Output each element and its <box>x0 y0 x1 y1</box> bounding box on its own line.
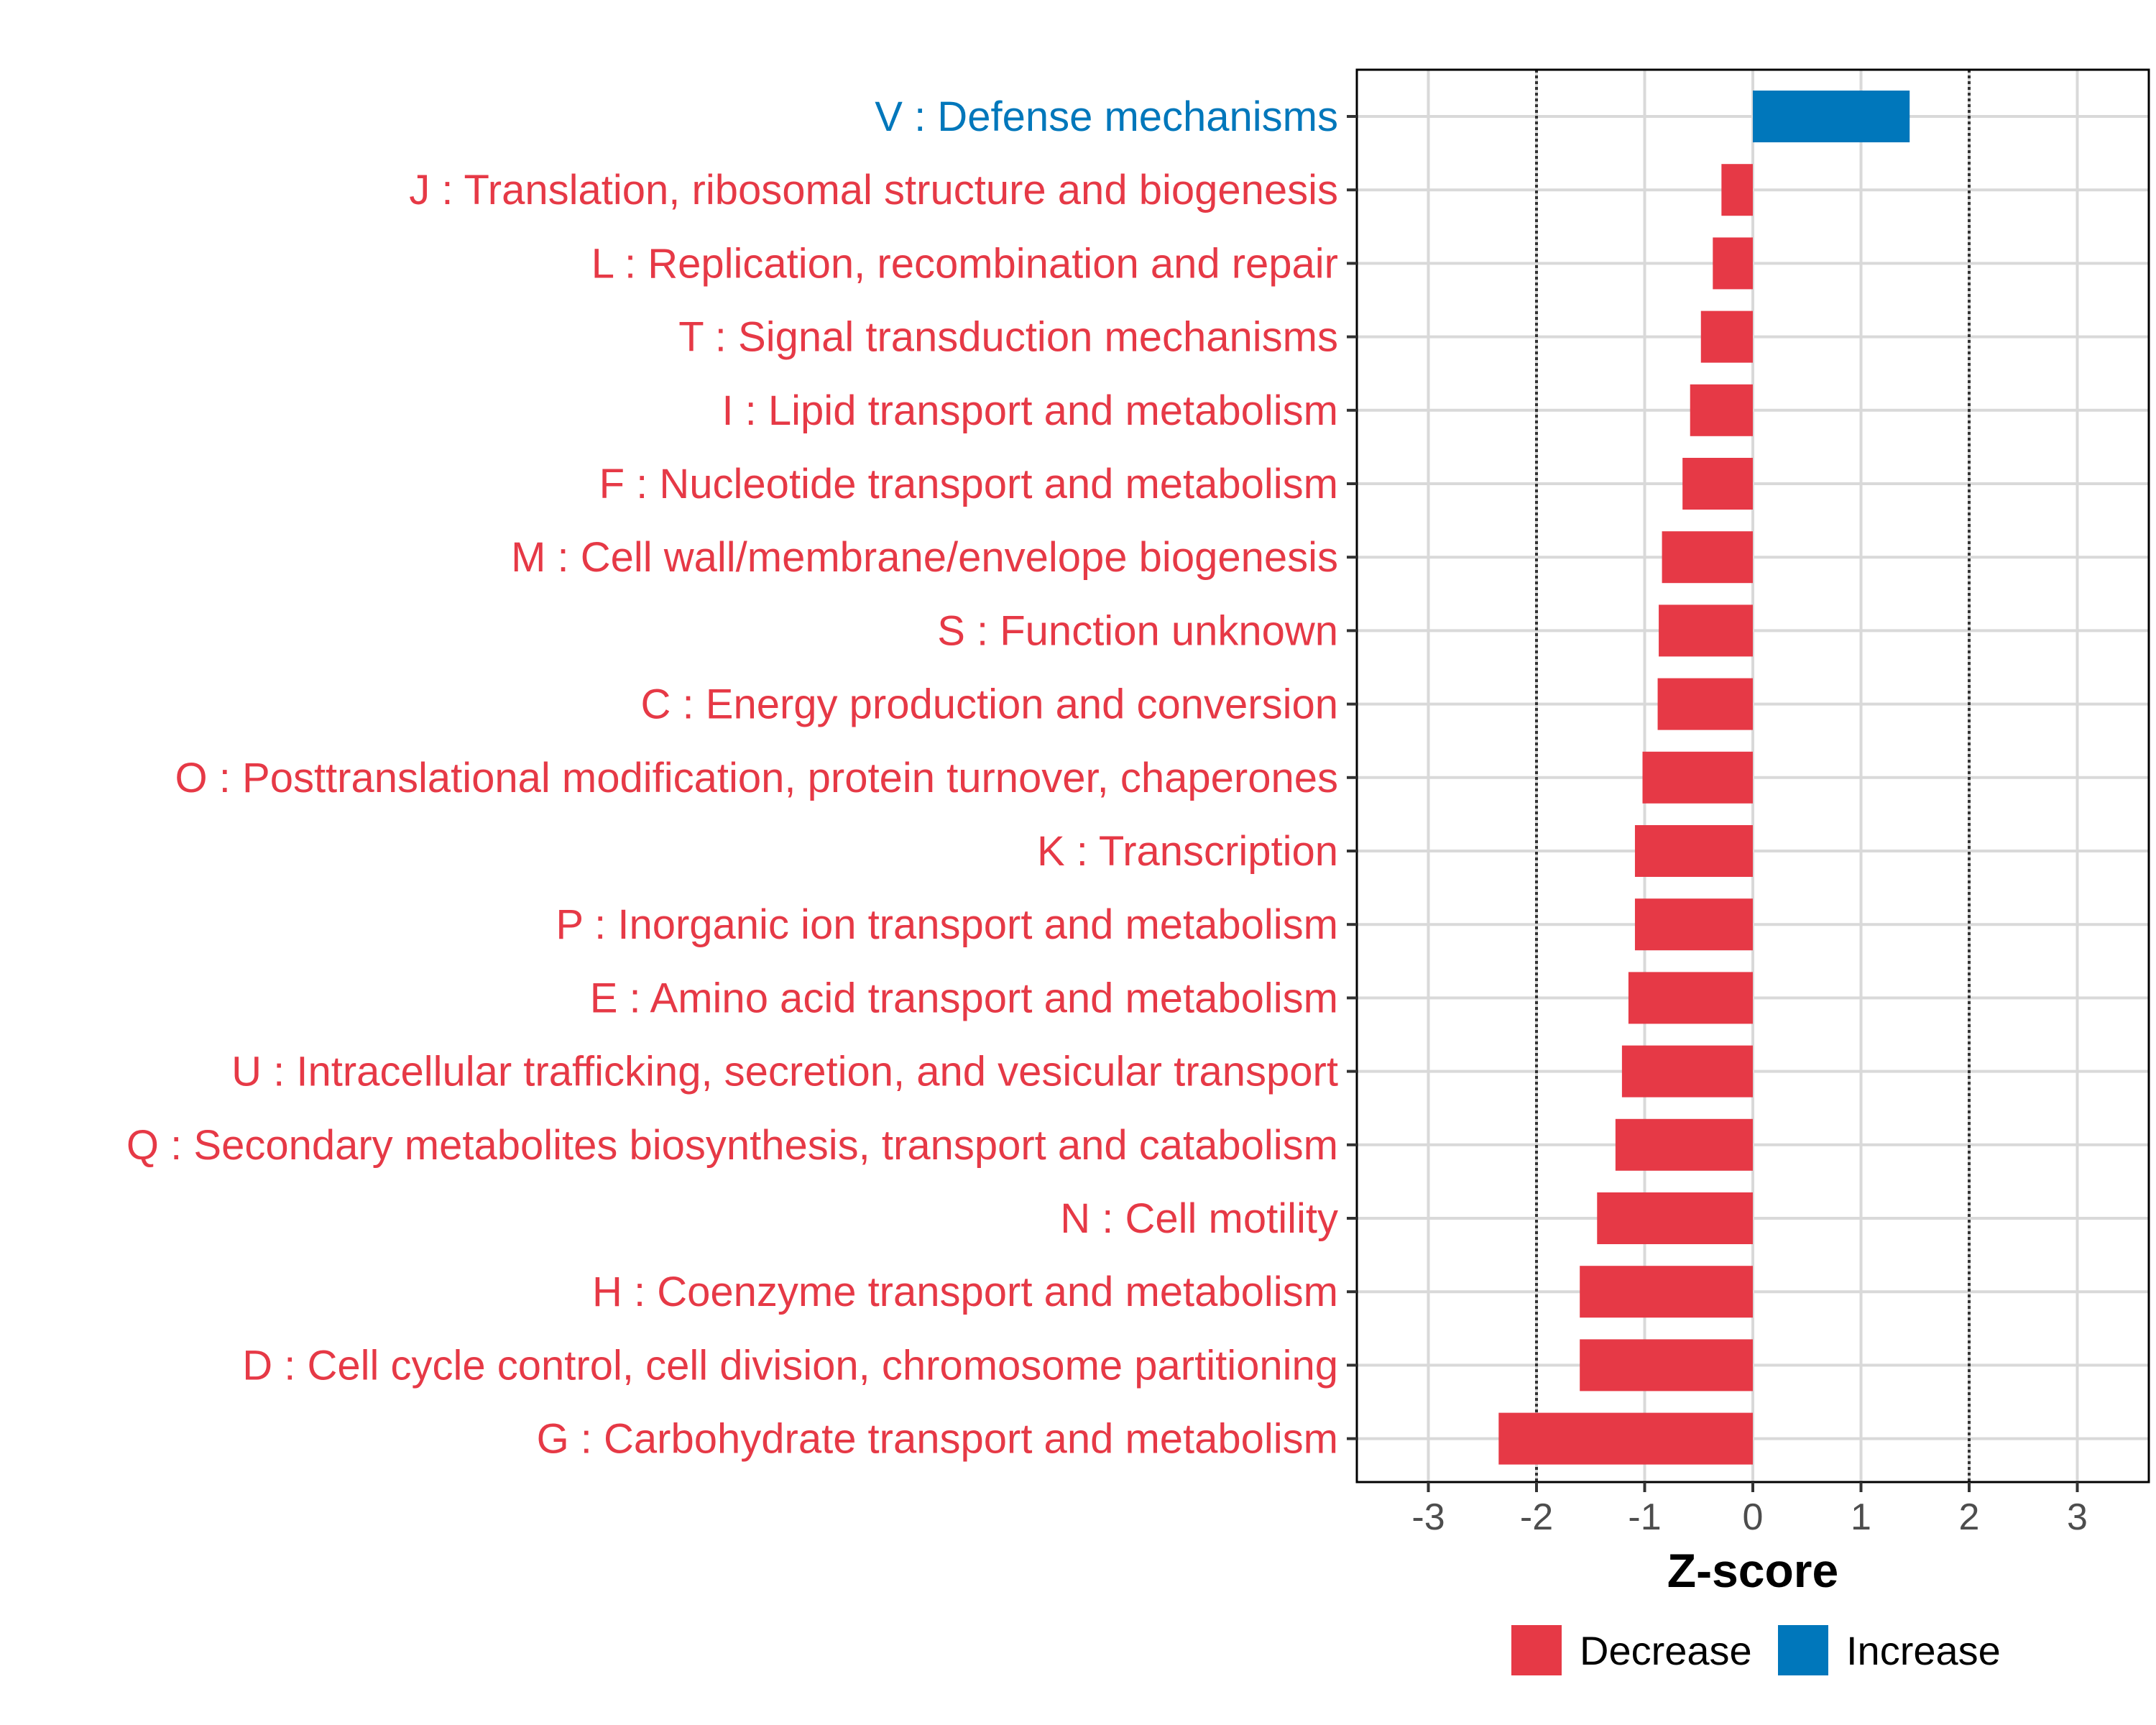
bar <box>1621 1045 1753 1098</box>
bar <box>1498 1412 1753 1465</box>
category-label: D : Cell cycle control, cell division, c… <box>242 1342 1338 1389</box>
legend-swatch <box>1778 1625 1828 1675</box>
category-label: C : Energy production and conversion <box>641 681 1338 728</box>
bar <box>1690 384 1753 436</box>
bar <box>1700 310 1753 363</box>
category-label: H : Coenzyme transport and metabolism <box>592 1269 1338 1315</box>
legend-label: Increase <box>1846 1628 2001 1673</box>
category-label: G : Carbohydrate transport and metabolis… <box>537 1416 1338 1463</box>
bar <box>1597 1192 1753 1244</box>
category-label: E : Amino acid transport and metabolism <box>590 975 1338 1021</box>
category-label: U : Intracellular trafficking, secretion… <box>231 1049 1338 1095</box>
x-tick-label: -3 <box>1411 1496 1445 1538</box>
category-label: O : Posttranslational modification, prot… <box>175 755 1338 801</box>
category-label: M : Cell wall/membrane/envelope biogenes… <box>511 534 1338 581</box>
category-label: P : Inorganic ion transport and metaboli… <box>556 901 1338 948</box>
x-tick-label: -1 <box>1628 1496 1661 1538</box>
category-label: I : Lipid transport and metabolism <box>722 387 1338 434</box>
category-labels: V : Defense mechanisms J : Translation, r… <box>126 93 1338 1463</box>
bar <box>1682 458 1753 510</box>
category-label: L : Replication, recombination and repai… <box>591 240 1338 287</box>
category-label: J : Translation, ribosomal structure and… <box>409 167 1338 213</box>
bar <box>1628 972 1753 1024</box>
category-label: V : Defense mechanisms <box>875 93 1338 140</box>
bar <box>1580 1266 1753 1318</box>
category-label: Q : Secondary metabolites biosynthesis, … <box>126 1122 1338 1169</box>
bars <box>1498 91 1910 1465</box>
bar <box>1657 678 1753 730</box>
x-tick-label: 0 <box>1743 1496 1764 1538</box>
category-label: F : Nucleotide transport and metabolism <box>599 461 1338 507</box>
bar <box>1713 237 1753 290</box>
axes: -3 -2 -1 0 1 2 3 <box>1347 68 2150 1538</box>
legend-swatch <box>1511 1625 1562 1675</box>
bar <box>1662 531 1753 584</box>
bar <box>1721 164 1753 216</box>
bar <box>1634 825 1753 877</box>
legend: Decrease Increase <box>1511 1625 2001 1675</box>
legend-label: Decrease <box>1580 1628 1752 1673</box>
x-tick-label: 3 <box>2067 1496 2088 1538</box>
bar <box>1634 898 1753 951</box>
x-axis-title: Z-score <box>1667 1544 1838 1597</box>
bar <box>1642 751 1753 804</box>
category-label: S : Function unknown <box>937 607 1338 654</box>
category-label: N : Cell motility <box>1060 1195 1338 1242</box>
bar <box>1580 1339 1753 1392</box>
x-tick-label: 2 <box>1959 1496 1980 1538</box>
bar <box>1659 604 1753 657</box>
bar <box>1753 91 1910 142</box>
category-label: T : Signal transduction mechanisms <box>678 314 1338 361</box>
bar <box>1615 1118 1753 1171</box>
x-tick-label: -2 <box>1520 1496 1553 1538</box>
category-label: K : Transcription <box>1037 828 1338 875</box>
x-tick-label: 1 <box>1851 1496 1871 1538</box>
